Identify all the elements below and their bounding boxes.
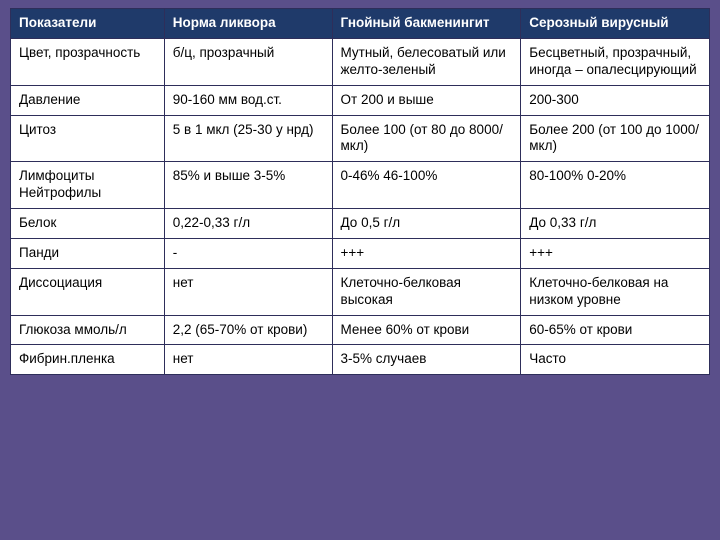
cell: Давление [11,85,165,115]
cell: 90-160 мм вод.ст. [164,85,332,115]
header-row: Показатели Норма ликвора Гнойный бакмени… [11,9,710,39]
cell: 3-5% случаев [332,345,521,375]
table-row: Глюкоза ммоль/л 2,2 (65-70% от крови) Ме… [11,315,710,345]
cell: До 0,33 г/л [521,209,710,239]
cell: б/ц, прозрачный [164,38,332,85]
cell: 0-46% 46-100% [332,162,521,209]
cell: 85% и выше 3-5% [164,162,332,209]
table-body: Цвет, прозрачность б/ц, прозрачный Мутны… [11,38,710,374]
table-row: Лимфоциты Нейтрофилы 85% и выше 3-5% 0-4… [11,162,710,209]
table-container: Показатели Норма ликвора Гнойный бакмени… [0,0,720,383]
cell: 200-300 [521,85,710,115]
cell: Панди [11,238,165,268]
cell: Клеточно-белковая на низком уровне [521,268,710,315]
cell: 80-100% 0-20% [521,162,710,209]
table-row: Давление 90-160 мм вод.ст. От 200 и выше… [11,85,710,115]
cell: Белок [11,209,165,239]
table-row: Фибрин.пленка нет 3-5% случаев Часто [11,345,710,375]
col-header: Норма ликвора [164,9,332,39]
cell: От 200 и выше [332,85,521,115]
cell: +++ [332,238,521,268]
table-row: Белок 0,22-0,33 г/л До 0,5 г/л До 0,33 г… [11,209,710,239]
cell: 0,22-0,33 г/л [164,209,332,239]
table-row: Диссоциация нет Клеточно-белковая высока… [11,268,710,315]
cell: - [164,238,332,268]
cell: Диссоциация [11,268,165,315]
cell: До 0,5 г/л [332,209,521,239]
table-row: Панди - +++ +++ [11,238,710,268]
csf-table: Показатели Норма ликвора Гнойный бакмени… [10,8,710,375]
cell: Менее 60% от крови [332,315,521,345]
table-row: Цитоз 5 в 1 мкл (25-30 у нрд) Более 100 … [11,115,710,162]
cell: Глюкоза ммоль/л [11,315,165,345]
cell: +++ [521,238,710,268]
cell: Цвет, прозрачность [11,38,165,85]
col-header: Гнойный бакменингит [332,9,521,39]
table-row: Цвет, прозрачность б/ц, прозрачный Мутны… [11,38,710,85]
cell: Фибрин.пленка [11,345,165,375]
cell: 2,2 (65-70% от крови) [164,315,332,345]
cell: 5 в 1 мкл (25-30 у нрд) [164,115,332,162]
col-header: Серозный вирусный [521,9,710,39]
cell: нет [164,345,332,375]
cell: 60-65% от крови [521,315,710,345]
col-header: Показатели [11,9,165,39]
cell: Бесцветный, прозрачный, иногда – опалесц… [521,38,710,85]
cell: нет [164,268,332,315]
cell: Более 200 (от 100 до 1000/мкл) [521,115,710,162]
cell: Цитоз [11,115,165,162]
cell: Мутный, белесоватый или желто-зеленый [332,38,521,85]
cell: Клеточно-белковая высокая [332,268,521,315]
cell: Лимфоциты Нейтрофилы [11,162,165,209]
cell: Более 100 (от 80 до 8000/мкл) [332,115,521,162]
cell: Часто [521,345,710,375]
